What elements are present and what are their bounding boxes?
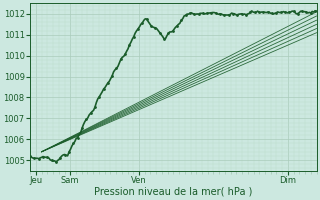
X-axis label: Pression niveau de la mer( hPa ): Pression niveau de la mer( hPa ) bbox=[94, 187, 252, 197]
